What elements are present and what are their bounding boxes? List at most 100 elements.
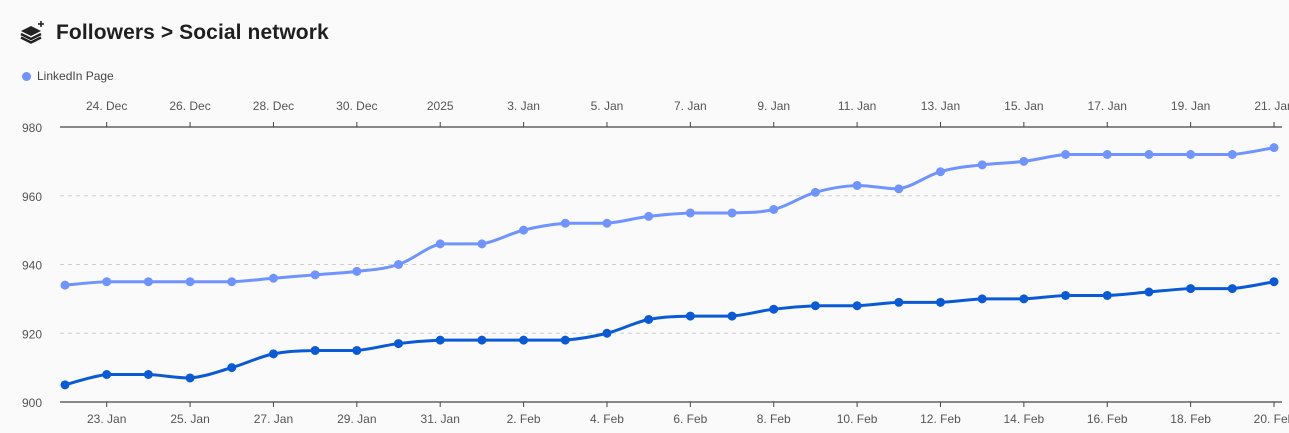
bottom-tick-label: 16. Feb bbox=[1087, 412, 1128, 426]
data-point-linkedin-page-current bbox=[644, 211, 654, 221]
data-point-linkedin-page-current bbox=[560, 218, 570, 228]
top-tick-label: 9. Jan bbox=[757, 99, 790, 113]
top-tick-label: 30. Dec bbox=[336, 99, 377, 113]
top-tick-label: 2025 bbox=[427, 99, 454, 113]
data-point-linkedin-page-previous bbox=[894, 297, 904, 307]
data-point-linkedin-page-current bbox=[769, 205, 779, 214]
data-point-linkedin-page-current bbox=[185, 277, 195, 287]
data-point-linkedin-page-current bbox=[1186, 150, 1196, 159]
data-point-linkedin-page-previous bbox=[477, 335, 487, 345]
top-tick-label: 24. Dec bbox=[86, 99, 127, 113]
chart-legend[interactable]: LinkedIn Page bbox=[22, 69, 114, 83]
top-tick-label: 11. Jan bbox=[838, 99, 876, 113]
bottom-tick-label: 4. Feb bbox=[590, 412, 624, 426]
data-point-linkedin-page-current bbox=[727, 208, 737, 218]
data-point-linkedin-page-current bbox=[602, 218, 612, 228]
top-tick-label: 3. Jan bbox=[507, 99, 540, 113]
top-tick-label: 19. Jan bbox=[1171, 99, 1210, 113]
data-point-linkedin-page-previous bbox=[769, 304, 779, 314]
data-point-linkedin-page-current bbox=[852, 180, 862, 190]
bottom-tick-label: 14. Feb bbox=[1004, 412, 1045, 426]
data-point-linkedin-page-previous bbox=[102, 370, 112, 379]
data-point-linkedin-page-previous bbox=[810, 301, 820, 311]
stack-plus-icon bbox=[20, 20, 46, 46]
data-point-linkedin-page-current bbox=[310, 270, 320, 280]
data-point-linkedin-page-current bbox=[894, 184, 904, 194]
bottom-tick-label: 29. Jan bbox=[337, 412, 376, 426]
legend-marker-linkedin-page bbox=[22, 71, 31, 81]
data-point-linkedin-page-current bbox=[685, 208, 695, 218]
top-tick-label: 17. Jan bbox=[1088, 99, 1127, 113]
data-point-linkedin-page-current bbox=[1227, 150, 1237, 159]
chart-title: Followers > Social network bbox=[56, 21, 329, 44]
data-point-linkedin-page-previous bbox=[1269, 277, 1279, 287]
data-point-linkedin-page-previous bbox=[1102, 290, 1112, 300]
bottom-tick-label: 20. Feb bbox=[1254, 412, 1289, 426]
data-point-linkedin-page-previous bbox=[435, 335, 445, 345]
top-tick-label: 28. Dec bbox=[253, 99, 294, 113]
top-tick-label: 15. Jan bbox=[1004, 99, 1043, 113]
data-point-linkedin-page-previous bbox=[1144, 287, 1154, 297]
data-point-linkedin-page-current bbox=[477, 239, 487, 249]
data-point-linkedin-page-current bbox=[935, 167, 945, 177]
top-tick-label: 21. Jan bbox=[1254, 99, 1289, 113]
data-point-linkedin-page-previous bbox=[1019, 294, 1029, 304]
data-point-linkedin-page-current bbox=[60, 280, 70, 290]
data-point-linkedin-page-previous bbox=[560, 335, 570, 345]
y-tick-label: 920 bbox=[22, 327, 42, 341]
data-point-linkedin-page-previous bbox=[394, 339, 404, 349]
data-point-linkedin-page-current bbox=[435, 239, 445, 249]
data-point-linkedin-page-previous bbox=[1061, 290, 1071, 300]
bottom-tick-label: 8. Feb bbox=[757, 412, 791, 426]
data-point-linkedin-page-current bbox=[352, 266, 362, 276]
data-point-linkedin-page-previous bbox=[644, 315, 654, 324]
data-point-linkedin-page-current bbox=[227, 277, 237, 287]
data-point-linkedin-page-previous bbox=[977, 294, 987, 304]
top-tick-label: 7. Jan bbox=[674, 99, 707, 113]
data-point-linkedin-page-previous bbox=[352, 345, 362, 355]
bottom-tick-label: 31. Jan bbox=[421, 412, 460, 426]
data-point-linkedin-page-current bbox=[394, 260, 404, 269]
data-point-linkedin-page-current bbox=[1061, 150, 1071, 159]
data-point-linkedin-page-previous bbox=[185, 373, 195, 383]
bottom-tick-label: 2. Feb bbox=[507, 412, 541, 426]
data-point-linkedin-page-current bbox=[1019, 156, 1029, 166]
data-point-linkedin-page-current bbox=[268, 273, 278, 283]
y-tick-label: 900 bbox=[22, 396, 42, 410]
data-point-linkedin-page-previous bbox=[519, 335, 529, 345]
data-point-linkedin-page-previous bbox=[852, 301, 862, 311]
bottom-tick-label: 6. Feb bbox=[673, 412, 707, 426]
top-tick-label: 13. Jan bbox=[921, 99, 960, 113]
data-point-linkedin-page-previous bbox=[60, 380, 70, 390]
data-point-linkedin-page-current bbox=[1144, 150, 1154, 159]
bottom-tick-label: 10. Feb bbox=[837, 412, 878, 426]
data-point-linkedin-page-previous bbox=[143, 370, 153, 379]
data-point-linkedin-page-current bbox=[810, 187, 820, 197]
y-tick-label: 940 bbox=[22, 259, 42, 273]
bottom-tick-label: 23. Jan bbox=[87, 412, 126, 426]
top-tick-label: 5. Jan bbox=[591, 99, 624, 113]
chart-header: Followers > Social network bbox=[20, 18, 329, 48]
y-tick-label: 980 bbox=[22, 121, 42, 135]
bottom-tick-label: 18. Feb bbox=[1170, 412, 1211, 426]
bottom-tick-label: 27. Jan bbox=[254, 412, 293, 426]
data-point-linkedin-page-previous bbox=[1227, 284, 1237, 294]
data-point-linkedin-page-previous bbox=[310, 345, 320, 355]
data-point-linkedin-page-previous bbox=[602, 328, 612, 338]
data-point-linkedin-page-current bbox=[143, 277, 153, 287]
data-point-linkedin-page-current bbox=[102, 277, 112, 287]
data-point-linkedin-page-current bbox=[1269, 143, 1279, 153]
data-point-linkedin-page-current bbox=[977, 160, 987, 170]
top-tick-label: 26. Dec bbox=[169, 99, 210, 113]
y-tick-label: 960 bbox=[22, 190, 42, 204]
data-point-linkedin-page-previous bbox=[727, 311, 737, 321]
data-point-linkedin-page-previous bbox=[227, 363, 237, 373]
data-point-linkedin-page-previous bbox=[268, 349, 278, 359]
data-point-linkedin-page-current bbox=[519, 225, 529, 235]
data-point-linkedin-page-previous bbox=[685, 311, 695, 321]
data-point-linkedin-page-previous bbox=[935, 297, 945, 307]
data-point-linkedin-page-current bbox=[1102, 150, 1112, 159]
bottom-tick-label: 25. Jan bbox=[170, 412, 209, 426]
